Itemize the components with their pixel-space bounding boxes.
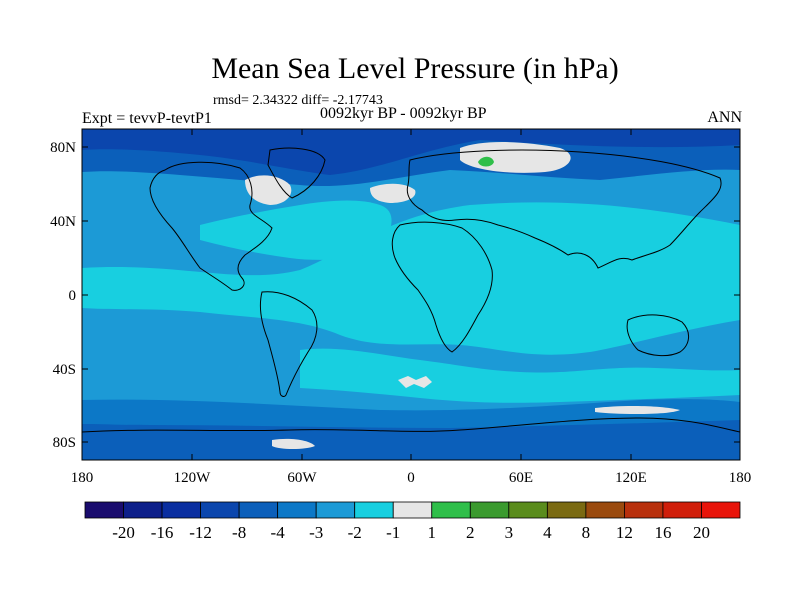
period-label: 0092kyr BP - 0092kyr BP (320, 105, 487, 122)
lon-tick-label: 180 (71, 470, 94, 486)
colorbar-label: -2 (348, 523, 362, 542)
lon-tick-label: 120E (615, 470, 647, 486)
lon-tick-label: 180 (729, 470, 752, 486)
colorbar-box (123, 501, 163, 519)
colorbar: -20 -16 -12 -8 -4 -3 -2 -1 1 2 3 4 8 12 16 20 (84, 501, 741, 542)
map-field (82, 129, 740, 460)
colorbar-label: -3 (309, 523, 323, 542)
field-greenland-patch (245, 175, 292, 205)
colorbar-box (354, 501, 394, 519)
coast-africa (391, 221, 493, 353)
colorbar-label: 12 (616, 523, 633, 542)
field-southatlantic-patch (398, 376, 432, 388)
colorbar-label: 20 (693, 523, 710, 542)
colorbar-label: 8 (582, 523, 591, 542)
experiment-label: Expt = tevvP-tevtP1 (82, 110, 212, 127)
field-antarctic-patch (595, 405, 680, 415)
colorbar-box (431, 501, 471, 519)
coast-greenland (267, 147, 326, 199)
lon-tick-label: 0 (407, 470, 415, 486)
field-scandinavia-patch (370, 183, 416, 203)
lon-tick-label: 120W (174, 470, 212, 486)
field-north-atlantic (200, 200, 392, 260)
colorbar-box (469, 501, 510, 519)
lon-tick-label: 60W (287, 470, 317, 486)
lat-tick-label: 0 (69, 288, 77, 304)
colorbar-label: 4 (543, 523, 552, 542)
field-siberia-green (478, 156, 494, 167)
coast-north-america (149, 161, 273, 291)
latitude-axis: 80N 40N 0 40S 80S (50, 140, 740, 451)
lat-tick-label: 40N (50, 214, 76, 230)
colorbar-box (277, 501, 317, 519)
colorbar-label: 16 (654, 523, 671, 542)
colorbar-box (315, 501, 356, 519)
lon-tick-label: 60E (509, 470, 533, 486)
colorbar-box (161, 501, 201, 519)
lat-tick-label: 80S (53, 435, 76, 451)
lat-tick-label: 80N (50, 140, 76, 156)
coast-eurasia (406, 149, 722, 269)
colorbar-box (585, 501, 625, 519)
coast-south-america (259, 291, 318, 397)
coast-antarctica (82, 417, 740, 433)
colorbar-label: 1 (428, 523, 437, 542)
colorbar-box (200, 501, 240, 519)
field-ross-patch (272, 438, 315, 449)
field-arctic-minus8 (82, 129, 740, 175)
colorbar-box (84, 501, 124, 519)
colorbar-box (238, 501, 279, 519)
colorbar-label: -4 (271, 523, 286, 542)
colorbar-label: 2 (466, 523, 475, 542)
longitude-axis: 180 120W 60W 0 60E 120E 180 (71, 129, 752, 486)
colorbar-label: -8 (232, 523, 246, 542)
colorbar-label: -20 (112, 523, 135, 542)
field-southern-ocean (300, 348, 740, 403)
colorbar-box (701, 501, 741, 519)
colorbar-label: -16 (151, 523, 174, 542)
colorbar-box (624, 501, 664, 519)
statistics-label: rmsd= 2.34322 diff= -2.17743 (213, 93, 383, 108)
colorbar-label: 3 (505, 523, 514, 542)
colorbar-box (392, 501, 433, 519)
colorbar-box (508, 501, 548, 519)
coast-australia (626, 314, 689, 357)
colorbar-label: -12 (189, 523, 212, 542)
field-tropical-band (82, 202, 740, 355)
chart-title: Mean Sea Level Pressure (in hPa) (211, 52, 619, 85)
colorbar-box (546, 501, 587, 519)
colorbar-label: -1 (386, 523, 400, 542)
coastlines (82, 147, 740, 433)
lat-tick-label: 40S (53, 362, 76, 378)
colorbar-box (662, 501, 702, 519)
season-label: ANN (707, 109, 742, 126)
